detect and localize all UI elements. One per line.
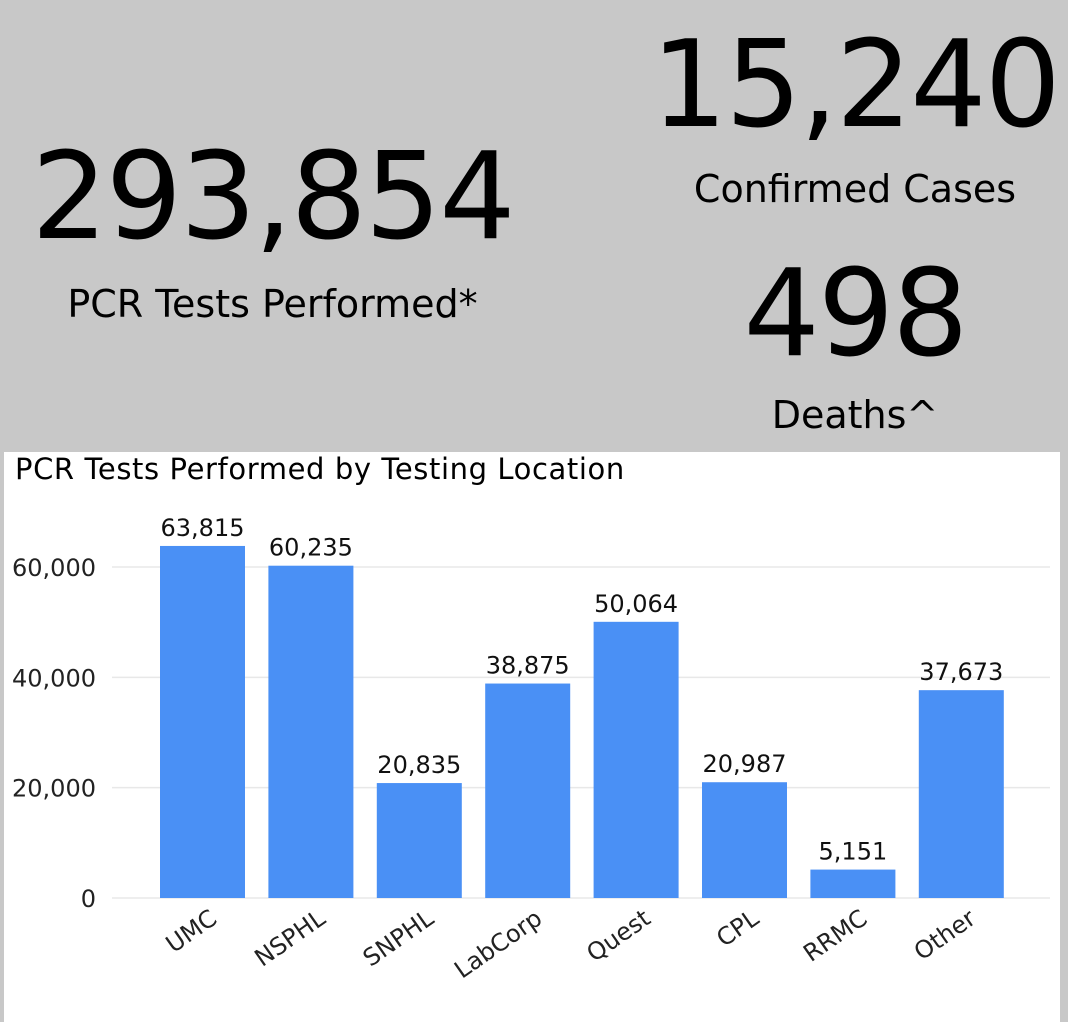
confirmed-cases-label: Confirmed Cases [693,167,1017,211]
data-label: 50,064 [594,590,678,618]
x-tick-label: UMC [161,904,222,959]
tests-performed-value: 293,854 [31,128,515,267]
confirmed-cases-value: 15,240 [651,16,1061,155]
data-label: 37,673 [919,658,1003,686]
chart-title: PCR Tests Performed by Testing Location [15,452,625,486]
deaths-value: 498 [743,245,968,384]
data-label: 38,875 [486,652,570,680]
y-tick-label: 60,000 [12,554,96,582]
y-tick-label: 20,000 [12,775,96,803]
data-label: 20,835 [377,751,461,779]
y-tick-label: 0 [81,885,96,913]
bar-nsphl [268,565,354,898]
bar-chart: 0 20,000 40,000 60,000 63,815 UMC 60,235 NSPHL 2… [12,514,1050,984]
data-label: 63,815 [161,514,245,542]
chart-panel: PCR Tests Performed by Testing Location … [4,452,1060,1022]
bar-quest [593,621,679,898]
data-label: 5,151 [819,838,888,866]
x-tick-label: SNPHL [358,904,439,973]
x-tick-label: CPL [711,904,764,953]
data-label: 60,235 [269,534,353,562]
bar-other [918,690,1004,898]
x-tick-label: LabCorp [449,904,547,984]
tests-performed-label: PCR Tests Performed* [67,282,478,326]
bar-labcorp [485,683,571,898]
x-tick-label: Other [909,904,981,966]
bar-cpl [702,782,787,898]
x-tick-label: Quest [582,904,656,968]
bar-snphl [376,783,462,898]
y-tick-label: 40,000 [12,664,96,692]
x-tick-label: NSPHL [250,904,331,973]
x-tick-label: RRMC [798,904,872,968]
bar-umc [160,545,245,898]
deaths-label: Deaths^ [771,393,939,437]
bar-rrmc [810,869,896,898]
data-label: 20,987 [703,750,787,778]
